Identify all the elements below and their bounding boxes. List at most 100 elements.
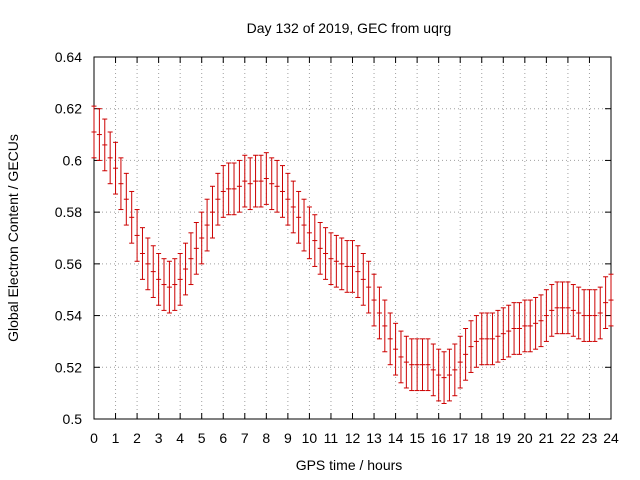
data-point — [139, 227, 145, 280]
data-point — [113, 141, 119, 195]
data-point — [468, 320, 474, 373]
data-point — [511, 302, 517, 355]
x-tick-label: 7 — [241, 430, 249, 446]
data-point — [161, 258, 167, 311]
y-tick-label: 0.5 — [63, 411, 83, 427]
data-point — [236, 159, 242, 213]
data-point — [156, 253, 162, 306]
data-point — [166, 260, 172, 314]
data-point — [263, 152, 269, 205]
x-tick-label: 5 — [198, 430, 206, 446]
data-point — [279, 165, 285, 218]
data-point — [516, 302, 522, 355]
data-point — [290, 180, 296, 234]
data-point — [597, 286, 603, 340]
data-point — [554, 281, 560, 335]
series-gec — [91, 105, 614, 404]
data-point — [253, 154, 259, 208]
data-point — [145, 237, 151, 291]
x-tick-label: 13 — [366, 430, 382, 446]
data-point — [350, 240, 355, 293]
data-point — [328, 232, 334, 286]
grid — [94, 57, 611, 419]
data-point — [409, 338, 415, 392]
data-point — [199, 211, 205, 265]
data-point — [285, 172, 291, 226]
y-tick-label: 0.64 — [55, 49, 82, 65]
data-point — [258, 154, 264, 208]
x-tick-label: 19 — [496, 430, 512, 446]
data-point — [495, 309, 501, 363]
x-tick-label: 0 — [90, 430, 98, 446]
x-tick-label: 12 — [345, 430, 361, 446]
y-tick-label: 0.54 — [55, 308, 82, 324]
data-point — [500, 307, 506, 361]
data-point — [339, 237, 345, 291]
data-point — [242, 154, 248, 208]
x-tick-label: 20 — [517, 430, 533, 446]
x-tick-label: 10 — [302, 430, 318, 446]
y-axis: 0.5 0.52 0.54 0.56 0.58 0.6 0.62 0.64 — [55, 49, 611, 427]
data-point — [382, 299, 388, 353]
data-point — [473, 315, 479, 368]
x-tick-label: 2 — [133, 430, 141, 446]
data-point — [376, 286, 382, 340]
x-tick-label: 22 — [560, 430, 576, 446]
x-tick-label: 1 — [112, 430, 120, 446]
data-point — [355, 245, 361, 298]
data-point — [220, 165, 226, 218]
data-point — [366, 260, 372, 314]
data-point — [296, 190, 302, 244]
data-point — [360, 253, 366, 306]
plot-area — [91, 105, 614, 404]
data-point — [387, 312, 393, 366]
data-point — [586, 289, 592, 342]
data-point — [538, 294, 544, 348]
x-tick-label: 23 — [582, 430, 598, 446]
data-point — [527, 299, 533, 353]
data-point — [371, 273, 377, 327]
x-tick-label: 18 — [474, 430, 490, 446]
data-point — [446, 348, 452, 402]
data-point — [581, 289, 587, 342]
data-point — [215, 172, 221, 226]
data-point — [441, 351, 447, 404]
data-point — [183, 242, 189, 296]
data-point — [188, 232, 194, 286]
data-point — [565, 281, 571, 335]
x-tick-label: 8 — [262, 430, 270, 446]
data-point — [323, 227, 329, 280]
data-point — [177, 253, 183, 306]
data-point — [457, 335, 463, 389]
chart-title: Day 132 of 2019, GEC from uqrg — [247, 20, 452, 36]
data-point — [603, 276, 609, 329]
x-tick-label: 15 — [409, 430, 425, 446]
data-point — [344, 240, 350, 293]
data-point — [306, 206, 312, 260]
data-point — [274, 159, 280, 213]
data-point — [592, 289, 598, 342]
x-tick-label: 3 — [155, 430, 163, 446]
y-tick-label: 0.56 — [55, 256, 82, 272]
y-tick-label: 0.6 — [63, 152, 83, 168]
data-point — [107, 131, 113, 185]
data-point — [522, 299, 528, 353]
y-tick-label: 0.58 — [55, 204, 82, 220]
data-point — [231, 162, 237, 216]
data-point — [193, 221, 199, 275]
data-point — [102, 118, 108, 172]
x-tick-label: 21 — [539, 430, 555, 446]
x-tick-label: 11 — [324, 430, 339, 446]
data-point — [414, 338, 420, 392]
data-point — [134, 209, 140, 262]
data-point — [209, 185, 215, 239]
y-axis-label: Global Electron Content / GECUs — [5, 134, 21, 342]
data-point — [393, 322, 399, 376]
y-tick-label: 0.62 — [55, 101, 82, 117]
data-point — [398, 330, 404, 384]
data-point — [463, 328, 469, 381]
data-point — [247, 157, 253, 211]
data-point — [118, 157, 124, 211]
data-point — [436, 348, 442, 402]
